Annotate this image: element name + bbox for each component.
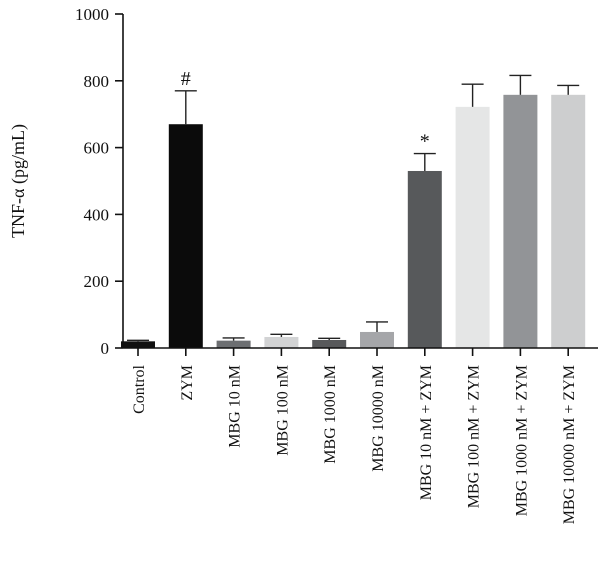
significance-marker: # [181,68,191,90]
bars-layer [121,94,586,349]
error-bar [509,74,532,95]
bar [407,170,442,348]
error-bar [127,339,149,342]
x-tick-label: Control [131,364,148,413]
significance-annotations: #* [181,68,430,153]
y-tick-label: 800 [84,72,110,91]
bar [360,331,394,348]
x-tick-label: MBG 10000 nM [370,365,387,472]
error-bar [270,333,293,337]
bar [551,94,586,348]
x-tick-label: MBG 10 nM [227,365,244,448]
y-tick-label: 600 [84,139,110,158]
y-tick-label: 0 [101,339,110,358]
error-bar [366,321,388,332]
error-bar [318,337,341,340]
error-bar [413,152,436,171]
x-tick-label: MBG 1000 nM + ZYM [513,365,530,516]
y-tick-label: 1000 [75,5,109,24]
significance-marker: * [420,131,430,153]
x-tick-label: MBG 100 nM + ZYM [466,365,483,508]
error-bars-layer [127,74,580,342]
axes [122,14,598,349]
bar [455,106,490,349]
bar [503,94,538,348]
bar [312,339,347,348]
bar [121,341,155,348]
error-bar [222,337,245,341]
bar [264,336,299,348]
x-tick-label: MBG 10000 nM + ZYM [561,365,578,524]
error-bar [557,84,580,95]
x-tick-label: ZYM [179,365,196,401]
y-axis-label: TNF-α (pg/mL) [8,124,29,238]
x-tick-label: MBG 1000 nM [322,365,339,464]
bar [168,124,203,348]
x-ticks: Control ZYM MBG 10 nM MBG 100 nM MBG 1000 nM… [131,348,578,524]
x-tick-label: MBG 10 nM + ZYM [418,365,435,500]
x-tick-label: MBG 100 nM [274,365,291,456]
y-tick-label: 200 [84,272,110,291]
bar [216,340,251,348]
error-bar [174,90,197,125]
error-bar [461,83,484,107]
y-ticks: 0 200 400 600 800 1000 [75,5,123,358]
y-tick-label: 400 [84,205,110,224]
